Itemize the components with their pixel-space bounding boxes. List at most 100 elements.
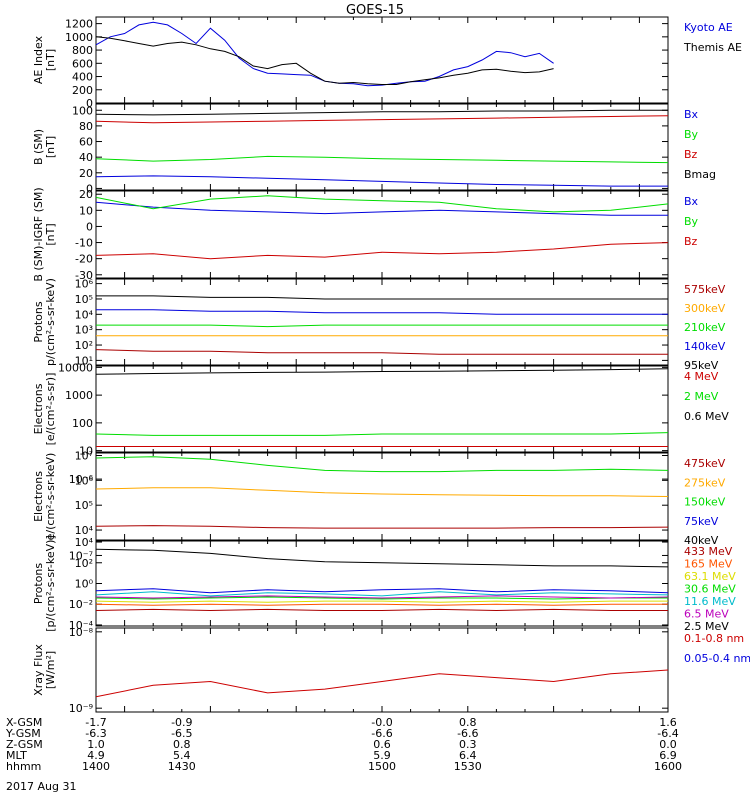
y-axis-label: Protonsp/(cm²-s-sr-keV): [32, 278, 57, 366]
series-63.1 MeV: [95, 600, 668, 603]
legend-entry: 11.6 MeV: [684, 595, 736, 608]
y-tick-label: 10⁻⁸: [69, 626, 94, 639]
series-275keV: [95, 487, 669, 497]
footer-value: 6.4: [459, 749, 477, 762]
series-210keV: [96, 324, 668, 328]
footer-value: -6.6: [371, 727, 392, 740]
legend-entry: 433 MeV: [684, 545, 733, 558]
panel-1: 0 20 40 60 80 100 B (SM)[nT] Bx By Bz Bmag: [32, 103, 716, 195]
y-tick-label: 20: [79, 167, 93, 180]
y-tick-label: 10⁴: [75, 536, 94, 549]
legend-entry: Bx: [684, 195, 699, 208]
y-tick-label: 100: [72, 104, 93, 117]
footer-value: 5.9: [373, 749, 391, 762]
legend-entry: 0.6 MeV: [684, 410, 729, 423]
legend-entry: 150keV: [684, 496, 726, 509]
y-tick-label: 10⁴: [75, 524, 94, 537]
footer-value: 0.6: [373, 738, 391, 751]
series-2.5 MeV: [95, 548, 669, 568]
series-Themis AE: [95, 36, 554, 85]
y-tick-label: 200: [72, 84, 93, 97]
y-tick-label: -30: [75, 269, 93, 282]
y-tick-label: 0: [86, 220, 93, 233]
y-tick-label: 800: [72, 44, 93, 57]
legend-entry: 2.5 MeV: [684, 620, 729, 633]
legend-entry: Bz: [684, 148, 698, 161]
y-tick-label: 0: [86, 97, 93, 110]
series-blue: [95, 588, 669, 594]
legend-entry: 575keV: [684, 283, 726, 296]
series-Bz: [95, 115, 669, 124]
y-tick-label: 600: [72, 57, 93, 70]
series-30.6 MeV: [95, 596, 668, 600]
footer-value: 1.0: [87, 738, 105, 751]
y-tick-label: 10: [79, 445, 93, 458]
footer-value: 1430: [168, 760, 196, 773]
y-tick-label: 40: [79, 151, 93, 164]
date-label: 2017 Aug 31: [6, 780, 76, 793]
y-tick-label: 10⁻⁹: [69, 702, 93, 715]
panel-frame: [95, 540, 669, 627]
y-axis-label: Electronse/(cm²-s-sr-keV): [32, 453, 57, 541]
footer-value: 1600: [654, 760, 682, 773]
footer-value: -6.4: [657, 727, 678, 740]
legend-entry: By: [684, 215, 699, 228]
series-2 MeV: [95, 432, 669, 436]
legend-entry: 4 MeV: [684, 370, 719, 383]
y-tick-label: 10000: [58, 361, 93, 374]
footer-value: 0.0: [659, 738, 677, 751]
footer-value: 0.8: [459, 716, 477, 729]
footer-value: 1530: [454, 760, 482, 773]
footer-value: 1.6: [659, 716, 677, 729]
legend-entry: 30.6 MeV: [684, 583, 736, 596]
footer-value: 6.9: [659, 749, 677, 762]
series-575keV: [95, 349, 668, 355]
y-tick-label: 1200: [65, 18, 93, 31]
legend-entry: 75keV: [684, 515, 719, 528]
footer-value: 4.9: [87, 749, 105, 762]
y-tick-label: 10⁴: [75, 308, 94, 321]
y-tick-label: 10⁶: [75, 474, 94, 487]
legend-entry: 210keV: [684, 321, 726, 334]
footer-row-label: X-GSM: [6, 716, 42, 729]
y-tick-label: 1000: [65, 31, 93, 44]
legend-entry: 0.1-0.8 nm: [684, 632, 744, 645]
series-0.6 MeV: [95, 368, 669, 375]
y-tick-label: 100: [72, 417, 93, 430]
footer-value: 1500: [368, 760, 396, 773]
series-By: [95, 155, 669, 164]
y-tick-label: 10⁵: [75, 499, 93, 512]
y-tick-label: -10: [75, 237, 93, 250]
y-axis-label: AE Index[nT]: [32, 35, 57, 84]
footer-value: 0.8: [173, 738, 191, 751]
y-tick-label: 10: [79, 204, 93, 217]
legend-entry: 300keV: [684, 302, 726, 315]
y-tick-label: 60: [79, 136, 93, 149]
legend-entry: 165 MeV: [684, 558, 733, 571]
footer-value: -6.3: [85, 727, 106, 740]
panel-3: 10¹ 10² 10³ 10⁴ 10⁵ 10⁶ Protonsp/(cm²-s-sr-keV…: [32, 278, 726, 372]
y-tick-label: 80: [79, 120, 93, 133]
legend-entry: 140keV: [684, 340, 726, 353]
y-tick-label: 10⁶: [75, 278, 94, 291]
legend-entry: 275keV: [684, 476, 726, 489]
legend-entry: 95keV: [684, 359, 719, 372]
footer-row-label: MLT: [6, 749, 27, 762]
y-tick-label: 1000: [65, 389, 93, 402]
legend-entry: Kyoto AE: [684, 21, 733, 34]
y-tick-label: 20: [79, 188, 93, 201]
y-axis-label: B (SM)-IGRF (SM)[nT]: [32, 187, 57, 281]
panel-frame: [95, 365, 669, 453]
series-140keV: [96, 309, 668, 315]
legend-entry: 40keV: [684, 534, 719, 547]
series-6.5 MeV: [95, 595, 669, 599]
y-tick-label: 400: [72, 71, 93, 84]
y-axis-label: Xray Flux[W/m²]: [32, 644, 57, 696]
panel-frame: [95, 16, 669, 104]
chart-title: GOES-15: [346, 3, 404, 18]
y-tick-label: 10⁻⁶: [69, 473, 94, 486]
y-axis-label: Protons[p/(cm²-s-sr-keV)]: [32, 535, 57, 632]
footer-value: -1.7: [85, 716, 106, 729]
